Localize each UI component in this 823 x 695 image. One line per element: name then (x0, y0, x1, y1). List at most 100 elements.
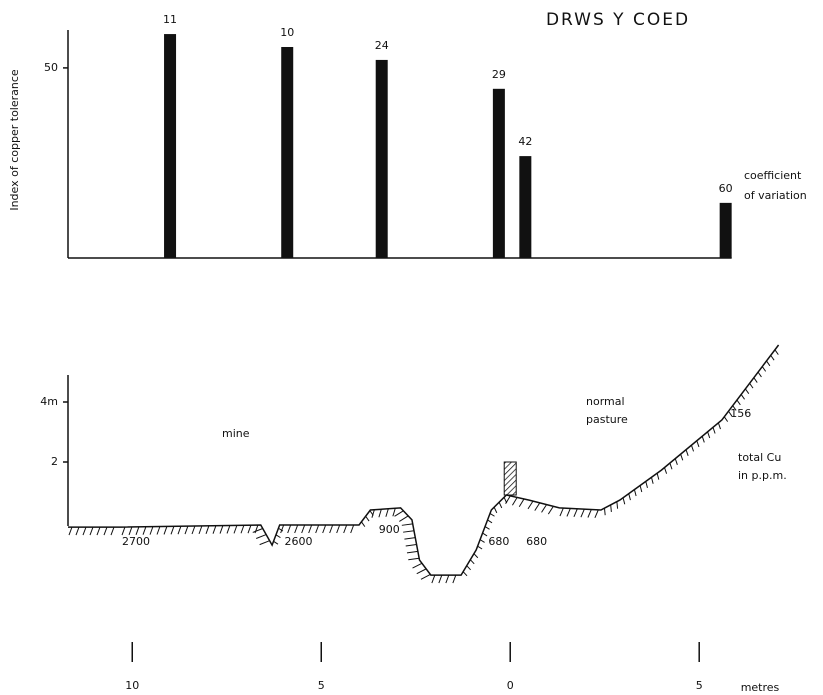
ground-hatch (580, 508, 585, 518)
ground-hatch (761, 366, 767, 372)
ground-hatch (205, 525, 210, 534)
cu-label: 680 (488, 535, 509, 548)
ground-hatch (680, 453, 684, 461)
ground-hatch (527, 500, 534, 510)
bar (164, 34, 177, 258)
ground-hatch (445, 574, 450, 584)
cv-label: 29 (492, 68, 506, 81)
ground-hatch (256, 534, 267, 539)
x-tick-label: 5 (696, 679, 703, 692)
ground-hatch (233, 525, 238, 534)
ground-hatch (736, 399, 741, 406)
ground-hatch (336, 524, 341, 534)
cv-label: 11 (163, 13, 177, 26)
ground-hatch (121, 526, 126, 536)
ground-hatch (616, 501, 619, 509)
ground-hatch (707, 431, 711, 439)
ground-hatch (163, 526, 168, 535)
ground-hatch (674, 458, 678, 465)
x-tick-label: 0 (507, 679, 514, 692)
ground-hatch (406, 550, 418, 554)
ground-hatch (744, 388, 750, 394)
ground-hatch (559, 507, 564, 517)
ground-hatch (177, 526, 182, 535)
cu-label: 680 (526, 535, 547, 548)
ground-hatch (462, 571, 468, 577)
bar (375, 59, 388, 258)
ground-hatch (452, 574, 457, 584)
ground-hatch (650, 477, 654, 484)
ground-hatch (639, 485, 643, 493)
ground-hatch (749, 383, 754, 389)
y-axis-label: Index of copper tolerance (8, 69, 21, 211)
ground-hatch (732, 405, 737, 411)
ground-hatch (628, 493, 631, 501)
ground-hatch (361, 521, 366, 527)
ground-hatch (294, 524, 299, 534)
ground-hatch (365, 515, 370, 522)
ground-hatch (477, 545, 483, 550)
ground-hatch (487, 519, 493, 524)
ground-hatch (690, 445, 695, 452)
ground-hatch (566, 508, 571, 517)
ground-hatch (198, 525, 203, 535)
ground-hatch (469, 559, 475, 565)
ground-hatch (75, 526, 80, 536)
ground-hatch (696, 440, 700, 448)
ground-hatch (482, 532, 488, 537)
ground-hatch (541, 504, 547, 513)
cv-label: 10 (280, 26, 294, 39)
ground-hatch (128, 526, 133, 536)
ground-hatch (280, 524, 285, 534)
ground-hatch (594, 509, 599, 519)
cu-label: 2700 (122, 535, 150, 548)
ground-hatch (212, 525, 217, 534)
ground-hatch (610, 504, 612, 513)
ground-hatch (633, 489, 637, 497)
cv-caption: coefficient (744, 169, 802, 182)
ground-hatch (431, 574, 436, 584)
bar (719, 202, 732, 258)
cv-label: 42 (518, 135, 532, 148)
ground-hatch (219, 525, 224, 534)
ground-hatch (350, 524, 355, 534)
ground-hatch (404, 537, 416, 540)
ground-hatch (322, 524, 327, 534)
ground-hatch (259, 540, 270, 546)
cu-label: 156 (730, 407, 751, 420)
ground-hatch (728, 410, 733, 417)
ground-hatch (89, 526, 94, 536)
ground-hatch (656, 473, 660, 480)
ground-hatch (68, 526, 73, 536)
ground-hatch (645, 481, 648, 488)
ground-hatch (774, 349, 779, 355)
ground-hatch (701, 436, 705, 443)
ground-hatch (603, 508, 606, 516)
ground-hatch (766, 360, 771, 367)
ground-hatch (685, 449, 689, 457)
ground-hatch (412, 562, 423, 569)
ground-hatch (664, 467, 668, 474)
ground-hatch (287, 524, 292, 534)
cu-caption: in p.p.m. (738, 469, 787, 482)
region-label: normal (586, 395, 625, 408)
ground-hatch (191, 525, 196, 535)
ground-hatch (247, 524, 252, 534)
ground-hatch (82, 526, 87, 536)
ground-hatch (149, 526, 154, 535)
ground-hatch (622, 497, 626, 505)
ground-hatch (717, 422, 721, 430)
region-label: mine (222, 427, 250, 440)
ground-hatch (184, 525, 189, 535)
ground-hatch (757, 371, 762, 378)
ground-hatch (278, 527, 284, 532)
ground-hatch (493, 506, 498, 514)
x-tick-label: 10 (125, 679, 139, 692)
ground-hatch (252, 528, 263, 533)
ground-hatch (329, 524, 334, 534)
ground-hatch (273, 540, 279, 545)
ground-hatch (103, 526, 108, 536)
bar (492, 88, 505, 258)
ground-hatch (473, 553, 479, 559)
sample-post (503, 461, 517, 496)
